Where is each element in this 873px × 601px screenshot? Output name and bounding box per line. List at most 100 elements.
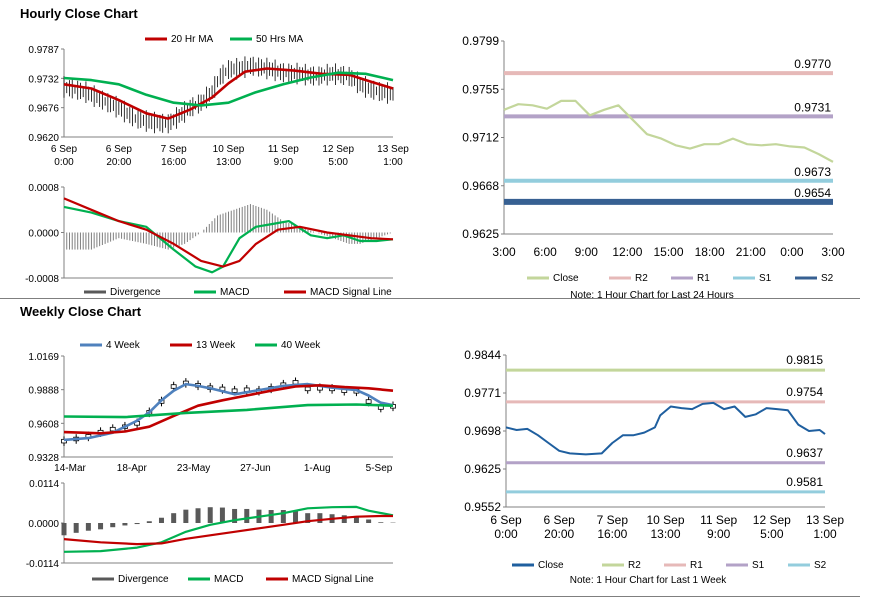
- hourly-20hr-ma-line: [63, 67, 394, 120]
- hourly-section-title: Hourly Close Chart: [20, 6, 138, 21]
- weekly-price-legend-label: 13 Week: [196, 340, 236, 351]
- hourly-pivot-legend-label: Close: [553, 273, 579, 284]
- weekly-price-xtick-label: 5-Sep: [366, 463, 393, 474]
- weekly-pivot-r2-value: 0.9815: [786, 353, 823, 367]
- weekly-pivot-note: Note: 1 Hour Chart for Last 1 Week: [570, 575, 728, 586]
- weekly-price-legend-label: 40 Week: [281, 340, 321, 351]
- weekly-pivot-s2-value: 0.9581: [786, 475, 823, 489]
- weekly-13week-ma-line: [63, 383, 394, 435]
- hourly-pivot-ytick-label: 0.9668: [462, 179, 499, 193]
- weekly-pivot-xtick-time: 16:00: [597, 527, 627, 541]
- hourly-macd-ytick-label: -0.0008: [25, 274, 59, 285]
- hourly-price-xtick-time: 5:00: [328, 157, 348, 168]
- weekly-pivot-r1-value: 0.9754: [786, 385, 823, 399]
- weekly-candle-body: [170, 384, 177, 389]
- weekly-pivot-xtick-date: 7 Sep: [597, 513, 629, 527]
- weekly-divergence-bar: [134, 523, 140, 525]
- weekly-price-xtick-label: 23-May: [177, 463, 210, 474]
- weekly-price-ytick-label: 1.0169: [28, 352, 59, 363]
- hourly-price-xtick-time: 16:00: [161, 157, 186, 168]
- hourly-price-xtick-date: 12 Sep: [322, 144, 354, 155]
- weekly-divergence-bar: [268, 510, 274, 523]
- weekly-pivot-xtick-date: 10 Sep: [646, 513, 684, 527]
- weekly-pivot-xtick-date: 11 Sep: [700, 513, 737, 527]
- weekly-pivot-close-line: [505, 401, 826, 456]
- hourly-pivot-xtick-label: 9:00: [575, 245, 599, 259]
- section-divider: [0, 298, 860, 299]
- hourly-pivot-xtick-label: 3:00: [821, 245, 845, 259]
- weekly-divergence-bar: [244, 508, 250, 523]
- hourly-price-xtick-date: 10 Sep: [213, 144, 245, 155]
- weekly-pivot-legend-label: R2: [628, 560, 641, 571]
- hourly-price-legend-label: 50 Hrs MA: [256, 34, 304, 45]
- weekly-macd-ytick-label: 0.0000: [28, 519, 59, 530]
- hourly-macd-line: [63, 205, 394, 274]
- hourly-price-xtick-time: 13:00: [216, 157, 241, 168]
- weekly-candle-body: [231, 388, 238, 393]
- hourly-pivot-r2-value: 0.9770: [794, 57, 831, 71]
- weekly-pivot-xtick-date: 13 Sep: [806, 513, 844, 527]
- weekly-divergence-bar: [171, 513, 177, 523]
- hourly-price-xtick-date: 6 Sep: [106, 144, 133, 155]
- weekly-pivot-xtick-time: 13:00: [650, 527, 680, 541]
- hourly-pivot-legend-label: S2: [821, 273, 834, 284]
- hourly-price-xtick-date: 7 Sep: [161, 144, 188, 155]
- weekly-divergence-bar: [61, 523, 67, 536]
- weekly-pivot-xtick-time: 0:00: [494, 527, 518, 541]
- weekly-macd-ytick-label: -0.0114: [26, 559, 60, 570]
- weekly-candle-body: [109, 426, 116, 432]
- hourly-price-xtick-date: 11 Sep: [268, 144, 299, 155]
- hourly-pivot-close-line: [503, 99, 834, 163]
- weekly-divergence-bar: [98, 523, 104, 530]
- weekly-candle-body: [292, 380, 299, 385]
- weekly-divergence-bar: [122, 523, 128, 526]
- weekly-price-ytick-label: 0.9328: [28, 453, 59, 464]
- weekly-section-title: Weekly Close Chart: [20, 304, 142, 319]
- hourly-pivot-s2-value: 0.9654: [794, 186, 831, 200]
- hourly-macd-ytick-label: 0.0008: [28, 183, 59, 194]
- hourly-pivot-note: Note: 1 Hour Chart for Last 24 Hours: [570, 290, 733, 301]
- hourly-price-ytick-label: 0.9620: [28, 133, 59, 144]
- hourly-pivot-ytick-label: 0.9799: [462, 34, 499, 48]
- weekly-macd-signal-line: [63, 514, 393, 546]
- weekly-pivot-ytick-label: 0.9844: [464, 348, 501, 362]
- hourly-macd-ytick-label: 0.0000: [28, 229, 59, 240]
- weekly-divergence-bar: [341, 515, 347, 523]
- weekly-divergence-bar: [366, 519, 372, 523]
- weekly-divergence-bar: [110, 523, 116, 528]
- hourly-pivot-s1-value: 0.9673: [794, 165, 831, 179]
- weekly-divergence-bar: [207, 507, 213, 523]
- bottom-divider: [0, 596, 860, 597]
- weekly-pivot-legend-label: R1: [690, 560, 703, 571]
- hourly-pivot-xtick-label: 3:00: [492, 245, 516, 259]
- hourly-price-ytick-label: 0.9732: [28, 74, 59, 85]
- hourly-pivot-xtick-label: 21:00: [736, 245, 766, 259]
- weekly-price-ytick-label: 0.9608: [28, 419, 59, 430]
- weekly-price-xtick-label: 27-Jun: [240, 463, 271, 474]
- weekly-price-xtick-label: 1-Aug: [304, 463, 331, 474]
- weekly-price-legend-label: 4 Week: [106, 340, 141, 351]
- weekly-divergence-bar: [280, 510, 286, 523]
- weekly-pivot-xtick-time: 1:00: [813, 527, 837, 541]
- weekly-pivot-xtick-time: 5:00: [760, 527, 784, 541]
- hourly-pivot-legend-label: R2: [635, 273, 648, 284]
- weekly-macd-line: [63, 505, 394, 553]
- hourly-pivot-ytick-label: 0.9712: [462, 131, 499, 145]
- weekly-pivot-xtick-date: 6 Sep: [490, 513, 522, 527]
- hourly-pivot-r1-value: 0.9731: [794, 100, 831, 114]
- weekly-divergence-bar: [378, 522, 384, 523]
- hourly-macd-legend-label: MACD: [220, 287, 249, 298]
- weekly-macd-legend-label: MACD: [214, 574, 243, 585]
- weekly-divergence-bar: [85, 523, 91, 531]
- weekly-4week-ma-line: [63, 382, 394, 442]
- weekly-macd-ytick-label: 0.0114: [29, 479, 59, 490]
- hourly-pivot-legend-label: R1: [697, 273, 710, 284]
- hourly-pivot-ytick-label: 0.9625: [462, 227, 499, 241]
- weekly-pivot-xtick-date: 6 Sep: [543, 513, 575, 527]
- weekly-divergence-bar: [146, 521, 152, 523]
- weekly-pivot-ytick-label: 0.9552: [464, 500, 501, 514]
- weekly-divergence-bar: [353, 516, 359, 523]
- hourly-macd-legend-label: MACD Signal Line: [310, 287, 392, 298]
- weekly-divergence-bar: [219, 507, 225, 523]
